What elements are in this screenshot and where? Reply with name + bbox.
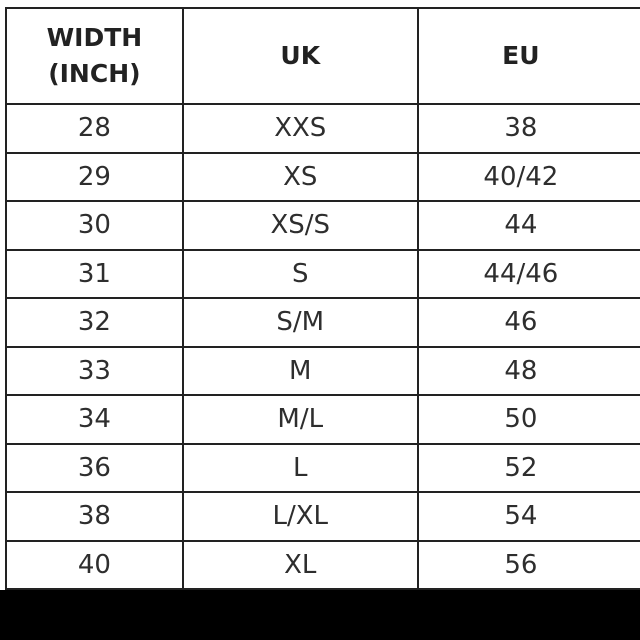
width-cell: 36 [5, 442, 184, 493]
width-cell: 33 [5, 345, 184, 396]
uk-cell: XXS [181, 103, 419, 154]
table-row: 36 L 52 [5, 442, 640, 493]
table-row: 28 XXS 38 [5, 103, 640, 154]
table-row: 40 XL 56 [5, 539, 640, 590]
uk-cell: XS/S [181, 200, 419, 251]
size-chart-table: WIDTH (INCH) UK EU 28 XXS 38 29 XS 40/42 30 XS/… [5, 7, 640, 590]
width-cell: 38 [5, 491, 184, 542]
eu-cell: 40/42 [416, 151, 640, 202]
uk-cell: L [181, 442, 419, 493]
table-row: 34 M/L 50 [5, 394, 640, 445]
width-cell: 34 [5, 394, 184, 445]
table-row: 30 XS/S 44 [5, 200, 640, 251]
uk-cell: XS [181, 151, 419, 202]
eu-cell: 44 [416, 200, 640, 251]
header-uk: UK [181, 7, 419, 105]
width-cell: 28 [5, 103, 184, 154]
eu-cell: 56 [416, 539, 640, 590]
table-row: 32 S/M 46 [5, 297, 640, 348]
eu-cell: 38 [416, 103, 640, 154]
uk-cell: L/XL [181, 491, 419, 542]
black-bar [0, 590, 640, 640]
width-cell: 40 [5, 539, 184, 590]
uk-cell: S [181, 248, 419, 299]
table-row: 31 S 44/46 [5, 248, 640, 299]
uk-cell: M [181, 345, 419, 396]
width-cell: 29 [5, 151, 184, 202]
eu-cell: 50 [416, 394, 640, 445]
uk-cell: S/M [181, 297, 419, 348]
header-eu: EU [416, 7, 640, 105]
width-cell: 32 [5, 297, 184, 348]
uk-cell: XL [181, 539, 419, 590]
table-row: 33 M 48 [5, 345, 640, 396]
uk-cell: M/L [181, 394, 419, 445]
eu-cell: 52 [416, 442, 640, 493]
header-row: WIDTH (INCH) UK EU [5, 7, 640, 105]
eu-cell: 46 [416, 297, 640, 348]
eu-cell: 48 [416, 345, 640, 396]
width-cell: 31 [5, 248, 184, 299]
table-row: 38 L/XL 54 [5, 491, 640, 542]
eu-cell: 44/46 [416, 248, 640, 299]
width-cell: 30 [5, 200, 184, 251]
table-row: 29 XS 40/42 [5, 151, 640, 202]
eu-cell: 54 [416, 491, 640, 542]
header-width: WIDTH (INCH) [5, 7, 184, 105]
